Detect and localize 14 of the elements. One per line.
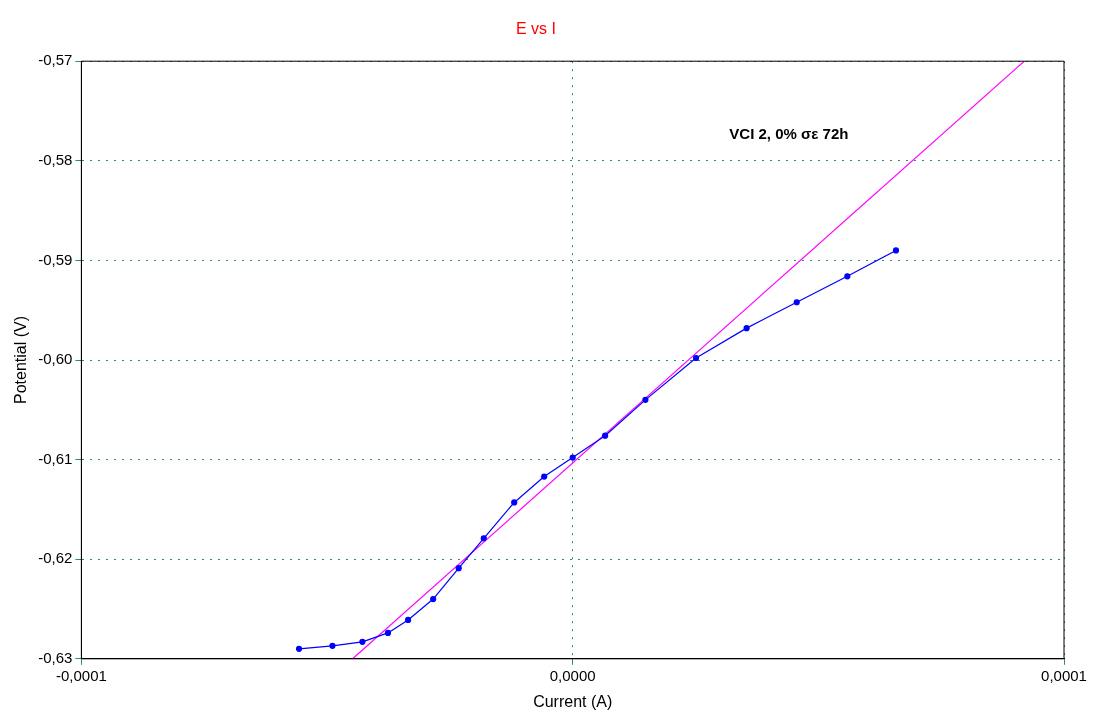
chart-title: E vs I	[515, 20, 557, 38]
y-tick-label: -0,59	[38, 250, 73, 268]
y-tick-label: -0,57	[38, 51, 73, 69]
y-tick-label: -0,58	[38, 150, 73, 168]
y-axis-title: Potential (V)	[12, 315, 30, 405]
y-tick-label: -0,60	[38, 350, 73, 368]
annotation: VCI 2, 0% σε 72h	[729, 125, 849, 143]
x-tick-label: -0,0001	[55, 666, 107, 684]
x-tick-label: 0,0001	[1041, 666, 1087, 684]
x-axis-title: Current (A)	[533, 692, 613, 710]
y-tick-label: -0,61	[38, 449, 73, 467]
x-tick-label: 0,0000	[549, 666, 596, 684]
y-tick-label: -0,62	[38, 549, 73, 567]
y-tick-label: -0,63	[38, 648, 73, 666]
